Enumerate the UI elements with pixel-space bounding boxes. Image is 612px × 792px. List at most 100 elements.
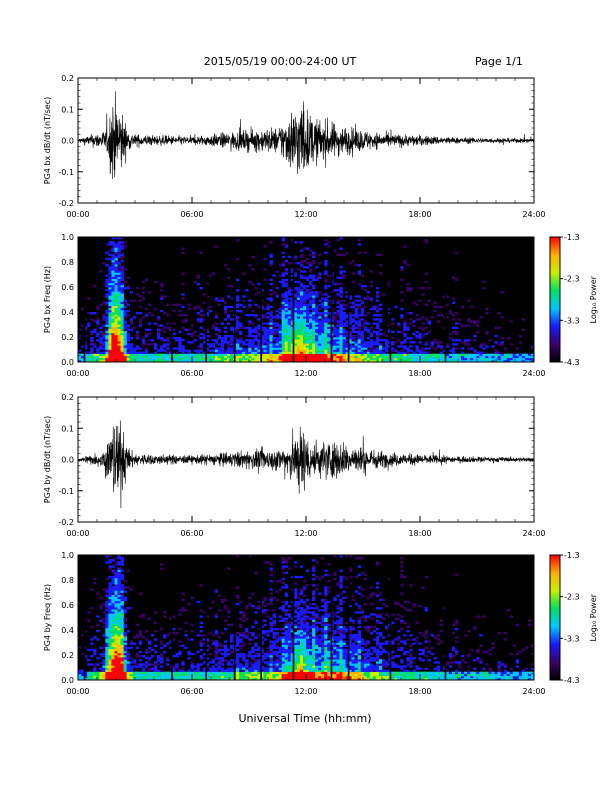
spectrogram-cell <box>336 282 340 286</box>
spectrogram-cell <box>296 642 301 645</box>
spectrogram-cell <box>181 669 185 672</box>
spectrogram-cell <box>226 609 231 612</box>
spectrogram-cell <box>196 353 200 357</box>
spectrogram-cell <box>412 353 416 357</box>
spectrogram-cell <box>178 355 182 359</box>
spectrogram-cell <box>105 264 109 267</box>
spectrogram-cell <box>245 627 249 631</box>
spectrogram-cell <box>120 671 124 675</box>
spectrogram-cell <box>120 659 124 662</box>
spectrogram-cell <box>293 665 298 668</box>
spectrogram-cell <box>269 640 273 643</box>
spectrogram-cell <box>327 343 331 346</box>
spectrogram-cell <box>296 301 301 304</box>
spectrogram-cell <box>327 677 331 681</box>
spectrogram-cell <box>199 326 203 329</box>
spectrogram-cell <box>372 357 377 361</box>
spectrogram-cell <box>348 359 352 363</box>
spectrogram-cell <box>284 621 289 625</box>
spectrogram-cell <box>306 657 310 660</box>
spectrogram-cell <box>530 353 535 357</box>
spectrogram-cell <box>296 630 301 633</box>
spectrogram-cell <box>254 644 258 647</box>
spectrogram-cell <box>120 621 124 625</box>
spectrogram-cell <box>315 627 319 631</box>
spectrogram-cell <box>309 355 313 359</box>
spectrogram-cell <box>415 357 419 361</box>
spectrogram-cell <box>339 316 343 319</box>
spectrogram-cell <box>257 343 261 346</box>
spectrogram-cell <box>120 577 124 581</box>
spectrogram-cell <box>178 677 182 681</box>
spectrogram-cell <box>96 359 100 363</box>
spectrogram-cell <box>357 334 362 338</box>
spectrogram-cell <box>99 675 103 679</box>
spectrogram-cell <box>269 305 273 309</box>
spectrogram-cell <box>111 353 115 357</box>
spectrogram-cell <box>324 657 328 660</box>
spectrogram-cell <box>248 353 252 357</box>
spectrogram-cell <box>193 669 197 672</box>
spectrogram-cell <box>318 314 322 317</box>
spectrogram-cell <box>375 351 380 354</box>
spectrogram-cell <box>251 667 255 670</box>
spectrogram-cell <box>202 634 206 637</box>
spectrogram-cell <box>220 341 225 344</box>
spectrogram-cell <box>239 339 243 342</box>
spectrogram-cell <box>275 661 279 664</box>
spectrogram-cell <box>315 326 319 329</box>
spectrogram-cell <box>275 663 279 666</box>
spectrogram-cell <box>117 600 121 604</box>
spectrogram-cell <box>421 328 425 332</box>
spectrogram-cell <box>78 328 82 332</box>
spectrogram-cell <box>245 351 249 354</box>
spectrogram-cell <box>521 353 526 357</box>
spectrogram-cell <box>205 295 210 298</box>
spectrogram-cell <box>482 351 486 354</box>
spectrogram-cell <box>248 669 252 672</box>
spectrogram-cell <box>290 673 295 677</box>
spectrogram-cell <box>105 257 109 261</box>
spectrogram-cell <box>114 569 118 572</box>
spectrogram-cell <box>269 282 273 286</box>
spectrogram-cell <box>266 337 270 340</box>
spectrogram-cell <box>230 341 234 344</box>
spectrogram-cell <box>166 642 170 645</box>
spectrogram-cell <box>324 646 328 650</box>
spectrogram-cell <box>296 349 301 352</box>
spectrogram-cell <box>144 638 149 641</box>
spectrogram-cell <box>306 295 310 298</box>
spectrogram-cell <box>84 671 88 675</box>
spectrogram-cell <box>278 648 282 652</box>
spectrogram-cell <box>415 330 419 334</box>
y-tick-label: 0.2 <box>61 74 74 83</box>
spectrogram-cell <box>132 349 137 352</box>
spectrogram-cell <box>403 353 407 357</box>
spectrogram-cell <box>184 677 188 681</box>
spectrogram-cell <box>315 644 319 647</box>
spectrogram-cell <box>296 291 301 294</box>
colorbar-tick-label: -2.3 <box>564 275 580 284</box>
spectrogram-cell <box>187 675 191 679</box>
spectrogram-cell <box>403 347 407 350</box>
spectrogram-cell <box>391 357 395 361</box>
spectrogram-cell <box>296 640 301 643</box>
spectrogram-cell <box>464 339 468 342</box>
spectrogram-cell <box>251 650 255 654</box>
spectrogram-cell <box>214 652 219 656</box>
spectrogram-cell <box>81 307 85 311</box>
spectrogram-cell <box>135 357 140 361</box>
spectrogram-cell <box>87 312 91 315</box>
spectrogram-cell <box>287 255 292 259</box>
spectrogram-cell <box>403 245 407 248</box>
spectrogram-cell <box>196 320 200 323</box>
spectrogram-cell <box>406 351 410 354</box>
spectrogram-cell <box>184 328 188 332</box>
spectrogram-cell <box>324 611 328 614</box>
spectrogram-cell <box>293 324 298 327</box>
spectrogram-cell <box>299 274 304 277</box>
spectrogram-cell <box>312 312 316 315</box>
spectrogram-cell <box>287 293 292 296</box>
spectrogram-cell <box>309 318 313 321</box>
spectrogram-cell <box>242 665 246 668</box>
